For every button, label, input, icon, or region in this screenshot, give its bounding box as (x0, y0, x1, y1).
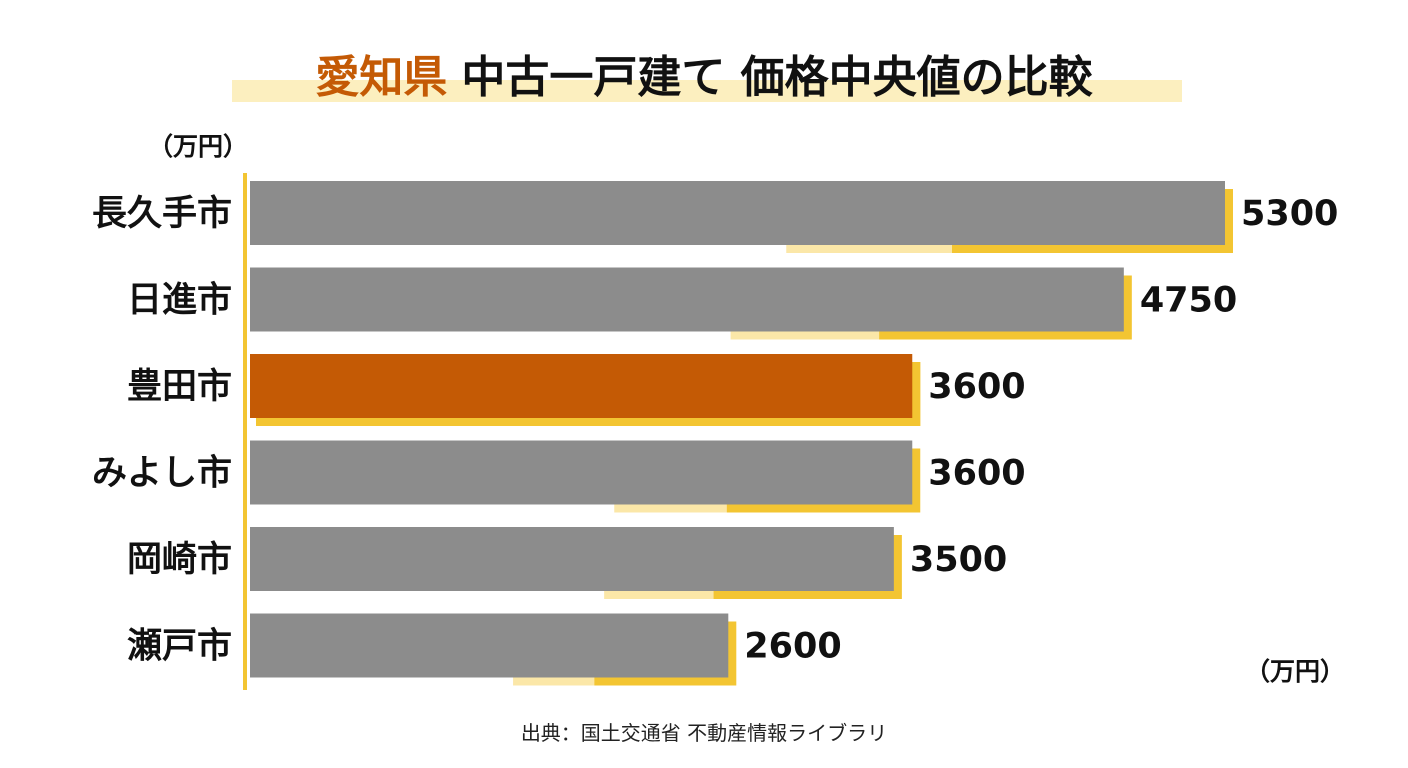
chart-title-highlight: 愛知県 (315, 52, 447, 103)
bar-1 (250, 181, 1225, 245)
bars-layer: 長久手市 5300 日進市 4750 豊田市 3600 みよし市 3600 岡崎市 3500 瀬戸市… (92, 181, 1338, 686)
category-label: 長久手市 (92, 194, 232, 234)
source-label: 出典：国土交通省 不動産情報ライブラリ (521, 721, 887, 745)
value-label: 4750 (1140, 281, 1237, 321)
category-label: 日進市 (127, 281, 232, 321)
chart-title-rest: 中古一戸建て 価格中央値の比較 (461, 52, 1093, 103)
value-label: 3500 (910, 540, 1007, 580)
category-label: 岡崎市 (127, 540, 232, 580)
category-label: みよし市 (92, 454, 232, 494)
unit-label-bottom: （万円） (1245, 657, 1345, 686)
value-label: 2600 (744, 627, 841, 667)
bar-3 (250, 354, 913, 418)
bar-2 (250, 267, 1124, 332)
bar-5 (250, 527, 894, 591)
value-label: 5300 (1241, 194, 1338, 234)
value-label: 3600 (928, 454, 1025, 494)
value-label: 3600 (928, 367, 1025, 407)
title-underline (232, 80, 1182, 102)
bar-4 (250, 440, 913, 505)
bar-6 (250, 613, 729, 678)
chart-title: 愛知県 中古一戸建て 価格中央値の比較 (315, 52, 1093, 103)
category-label: 豊田市 (127, 367, 232, 407)
unit-label-top: （万円） (148, 132, 248, 161)
category-label: 瀬戸市 (127, 627, 232, 667)
